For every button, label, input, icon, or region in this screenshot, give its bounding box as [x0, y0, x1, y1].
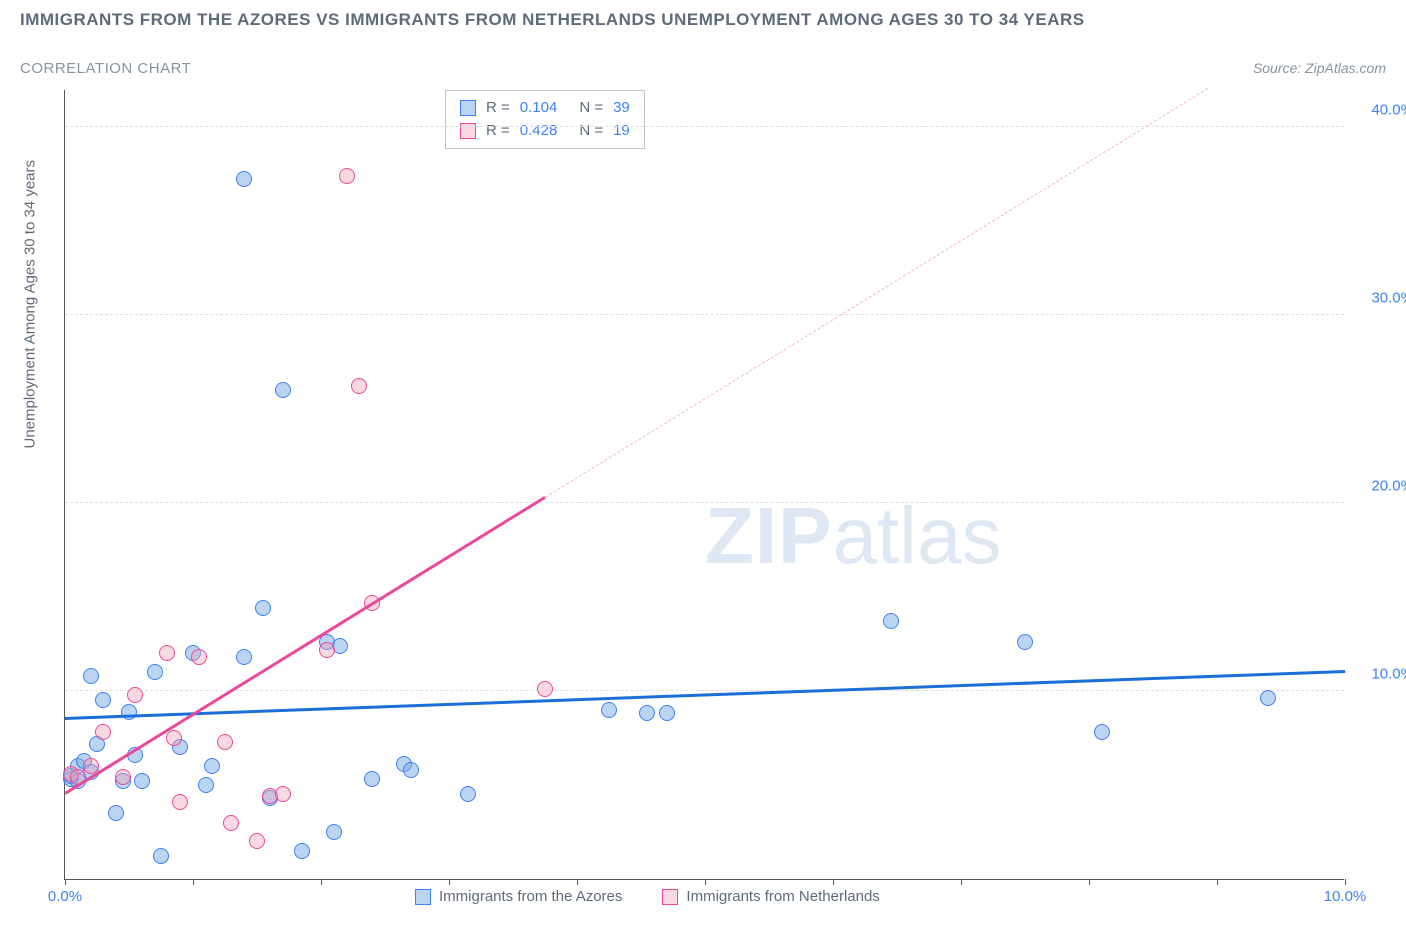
scatter-point: [364, 771, 380, 787]
chart-subtitle: CORRELATION CHART: [20, 60, 191, 77]
n-value-netherlands: 19: [613, 120, 630, 143]
scatter-point: [127, 687, 143, 703]
x-tick: [193, 879, 194, 885]
scatter-point: [275, 786, 291, 802]
scatter-point: [115, 769, 131, 785]
x-tick: [577, 879, 578, 885]
trend-line-netherlands-dashed: [545, 88, 1208, 498]
scatter-point: [639, 705, 655, 721]
scatter-point: [147, 664, 163, 680]
stats-legend-box: R = 0.104 N = 39 R = 0.428 N = 19: [445, 90, 645, 149]
y-tick-label: 40.0%: [1371, 101, 1406, 118]
scatter-point: [236, 171, 252, 187]
n-label: N =: [579, 97, 603, 120]
scatter-point: [883, 613, 899, 629]
x-tick: [961, 879, 962, 885]
source-attribution: Source: ZipAtlas.com: [1253, 60, 1386, 76]
trend-line-netherlands-solid: [64, 496, 545, 794]
scatter-point: [659, 705, 675, 721]
x-tick: [833, 879, 834, 885]
scatter-point: [159, 645, 175, 661]
legend-item-azores: Immigrants from the Azores: [415, 888, 622, 905]
scatter-point: [217, 734, 233, 750]
scatter-point: [223, 815, 239, 831]
x-tick: [65, 879, 66, 885]
r-value-azores: 0.104: [520, 97, 558, 120]
r-value-netherlands: 0.428: [520, 120, 558, 143]
stats-row-netherlands: R = 0.428 N = 19: [460, 120, 630, 143]
scatter-point: [153, 848, 169, 864]
chart-title: IMMIGRANTS FROM THE AZORES VS IMMIGRANTS…: [20, 10, 1085, 30]
x-tick: [449, 879, 450, 885]
scatter-point: [166, 730, 182, 746]
scatter-point: [108, 805, 124, 821]
series-legend: Immigrants from the Azores Immigrants fr…: [415, 888, 880, 905]
scatter-point: [95, 692, 111, 708]
scatter-point: [601, 702, 617, 718]
scatter-point: [537, 681, 553, 697]
scatter-point: [319, 642, 335, 658]
x-tick: [1089, 879, 1090, 885]
scatter-point: [83, 668, 99, 684]
x-tick: [1345, 879, 1346, 885]
y-axis-label: Unemployment Among Ages 30 to 34 years: [22, 160, 39, 449]
scatter-point: [255, 600, 271, 616]
scatter-point: [351, 378, 367, 394]
x-tick: [705, 879, 706, 885]
scatter-point: [95, 724, 111, 740]
scatter-chart: ZIPatlas R = 0.104 N = 39 R = 0.428 N = …: [64, 90, 1344, 880]
y-tick-label: 20.0%: [1371, 477, 1406, 494]
trend-line-azores: [65, 670, 1345, 720]
gridline: [65, 690, 1344, 691]
scatter-point: [460, 786, 476, 802]
r-label: R =: [486, 97, 510, 120]
swatch-blue-icon: [415, 889, 431, 905]
x-tick: [321, 879, 322, 885]
y-tick-label: 30.0%: [1371, 289, 1406, 306]
scatter-point: [249, 833, 265, 849]
n-value-azores: 39: [613, 97, 630, 120]
x-tick-label: 10.0%: [1324, 888, 1367, 905]
scatter-point: [294, 843, 310, 859]
x-tick: [1217, 879, 1218, 885]
scatter-point: [204, 758, 220, 774]
legend-item-netherlands: Immigrants from Netherlands: [662, 888, 879, 905]
scatter-point: [236, 649, 252, 665]
scatter-point: [326, 824, 342, 840]
y-tick-label: 10.0%: [1371, 665, 1406, 682]
scatter-point: [134, 773, 150, 789]
scatter-point: [1017, 634, 1033, 650]
x-tick-label: 0.0%: [48, 888, 82, 905]
scatter-point: [403, 762, 419, 778]
gridline: [65, 502, 1344, 503]
swatch-pink-icon: [662, 889, 678, 905]
scatter-point: [1260, 690, 1276, 706]
scatter-point: [275, 382, 291, 398]
r-label: R =: [486, 120, 510, 143]
legend-label-azores: Immigrants from the Azores: [439, 888, 622, 905]
scatter-point: [191, 649, 207, 665]
legend-label-netherlands: Immigrants from Netherlands: [686, 888, 879, 905]
swatch-blue-icon: [460, 100, 476, 116]
scatter-point: [1094, 724, 1110, 740]
scatter-point: [172, 794, 188, 810]
scatter-point: [339, 168, 355, 184]
gridline: [65, 126, 1344, 127]
n-label: N =: [579, 120, 603, 143]
stats-row-azores: R = 0.104 N = 39: [460, 97, 630, 120]
gridline: [65, 314, 1344, 315]
watermark: ZIPatlas: [705, 490, 1001, 582]
scatter-point: [198, 777, 214, 793]
